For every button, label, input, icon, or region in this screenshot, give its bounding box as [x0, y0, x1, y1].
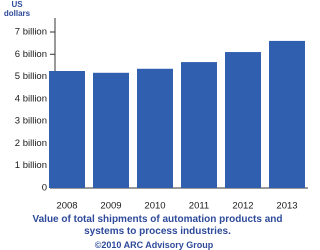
chart-title: Value of total shipments of automation p… — [32, 214, 283, 237]
y-tick-label: 5 billion — [15, 71, 47, 82]
chart: 0 1 billion 2 billion 3 billion 4 billion 5 b… — [15, 18, 308, 212]
y-tick-label: 7 billion — [15, 27, 47, 38]
x-tick-label: 2009 — [100, 201, 121, 212]
x-tick-label: 2010 — [144, 201, 165, 212]
bar — [269, 40, 305, 188]
bar — [93, 72, 129, 188]
bar — [137, 68, 173, 188]
y-tick-label: 1 billion — [15, 160, 47, 171]
y-axis-label: US dollars — [3, 0, 31, 18]
y-tick-label: 6 billion — [15, 49, 47, 60]
y-tick-label: 2 billion — [15, 138, 47, 149]
x-tick-label: 2012 — [232, 201, 253, 212]
source: ©2010 ARC Advisory Group — [94, 240, 214, 250]
bar — [181, 62, 217, 189]
bar — [49, 71, 85, 188]
x-tick-label: 2013 — [276, 201, 297, 212]
x-tick-label: 2008 — [56, 201, 77, 212]
x-tick-label: 2011 — [189, 201, 209, 212]
y-tick-label: 4 billion — [15, 93, 47, 104]
y-tick-label: 3 billion — [15, 116, 47, 127]
page: US dollars 0 1 billion 2 billion 3 billion 4… — [3, 0, 308, 250]
y-tick-label: 0 — [42, 183, 47, 194]
bar — [225, 52, 261, 188]
